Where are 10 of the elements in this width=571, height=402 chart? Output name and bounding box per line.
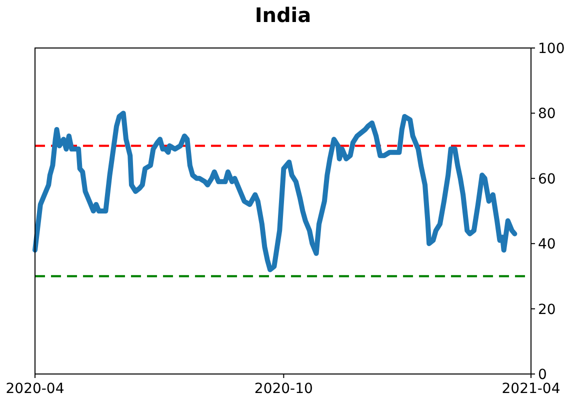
y-tick-label: 100	[538, 41, 565, 57]
x-tick-label: 2020-10	[254, 381, 313, 397]
y-tick-label: 0	[538, 367, 547, 383]
chart-title: India	[254, 3, 312, 27]
y-tick-label: 60	[538, 171, 556, 188]
y-tick-label: 80	[538, 106, 556, 122]
x-tick-label: 2021-04	[502, 381, 560, 397]
y-tick-label: 20	[538, 302, 556, 318]
y-tick-label: 40	[538, 236, 556, 253]
x-tick-label: 2020-04	[6, 381, 64, 397]
